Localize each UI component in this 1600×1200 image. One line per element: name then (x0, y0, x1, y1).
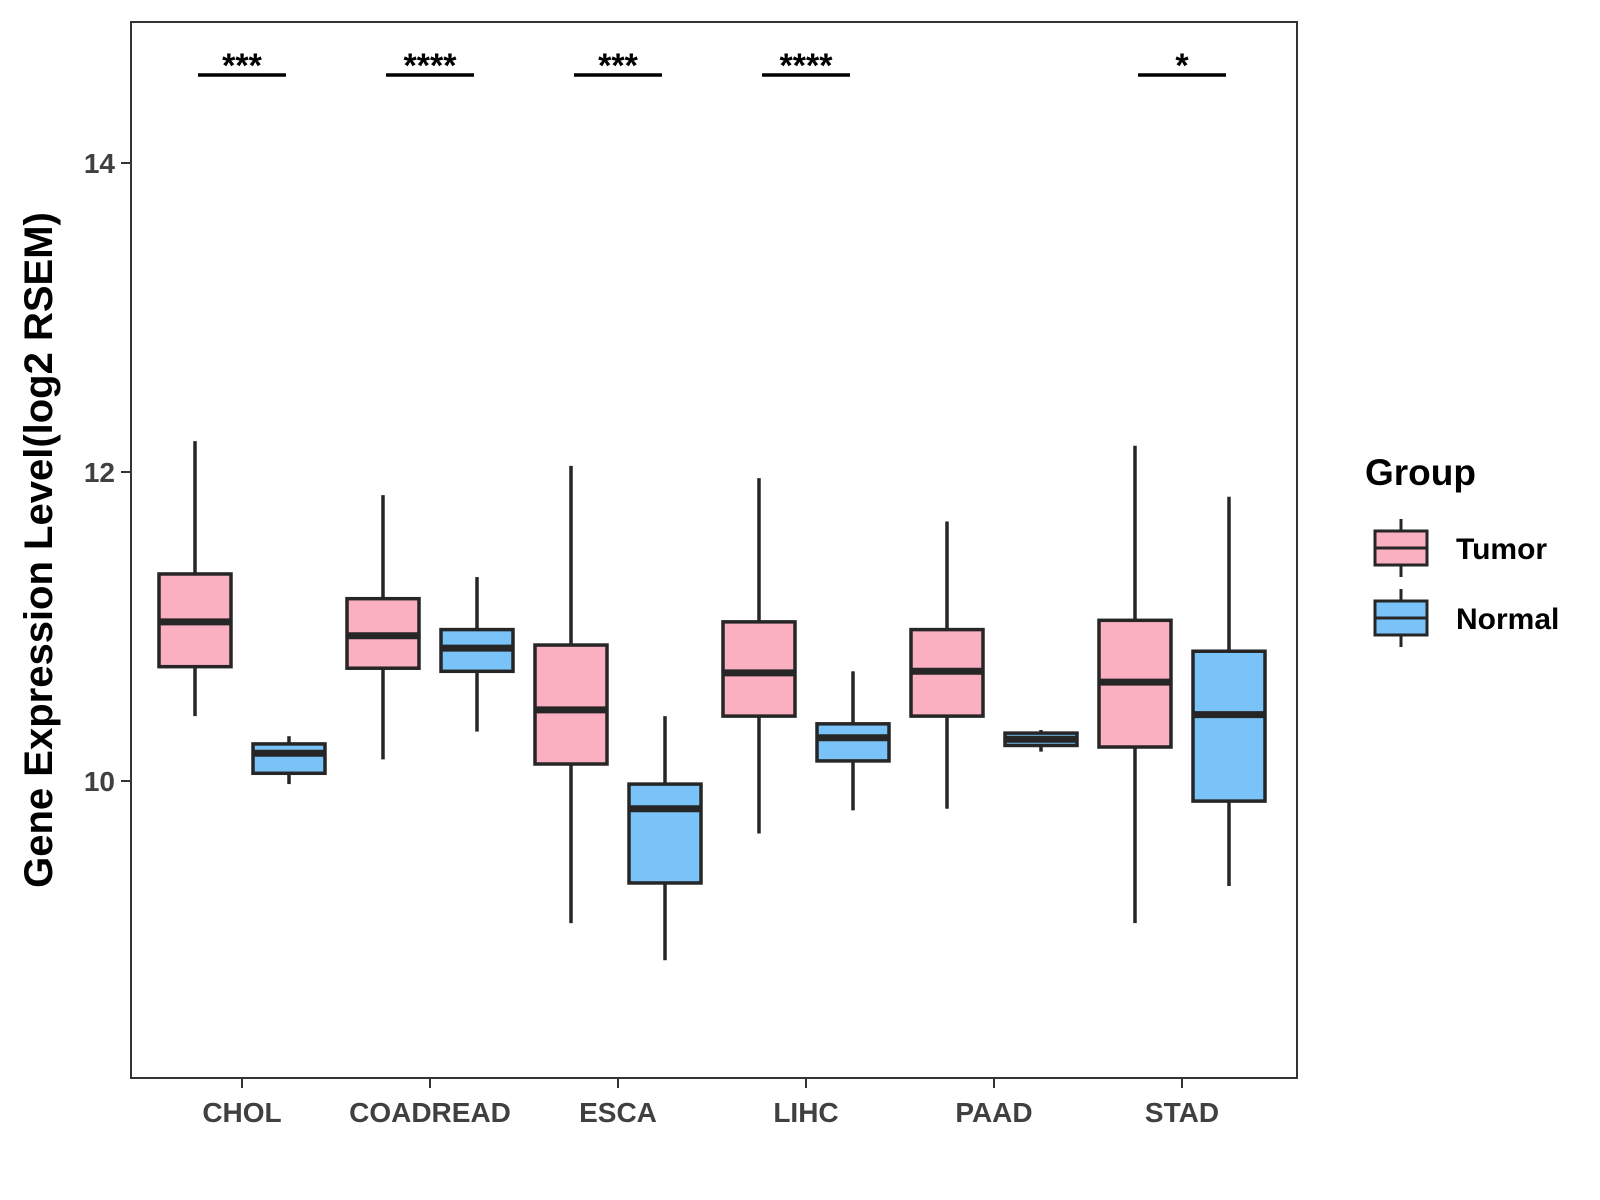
box-normal-paad (1003, 730, 1079, 752)
legend-item-tumor: Tumor (1373, 519, 1547, 577)
box-normal-stad (1191, 496, 1267, 887)
significance-layer: *** **** *** **** * (198, 47, 1226, 85)
box-tumor-chol (157, 441, 233, 717)
legend-label: Normal (1456, 603, 1559, 636)
box-normal-lihc (815, 671, 891, 811)
box-body (815, 722, 891, 763)
box-tumor-paad (909, 521, 985, 809)
x-tick-label: STAD (1145, 1097, 1219, 1128)
y-tick-label: 14 (84, 148, 116, 179)
significance-label: **** (404, 47, 458, 85)
x-tick-label: LIHC (773, 1097, 838, 1128)
y-tick-label: 12 (84, 457, 115, 488)
box-tumor-stad (1097, 445, 1173, 924)
box-tumor-esca (533, 465, 609, 924)
box-tumor-lihc (721, 478, 797, 834)
boxes-layer (157, 441, 1267, 961)
box-body (533, 643, 609, 766)
legend-item-normal: Normal (1373, 589, 1559, 647)
box-body (721, 620, 797, 718)
box-body (1191, 649, 1267, 803)
x-tick-label: COADREAD (349, 1097, 511, 1128)
significance-label: *** (598, 47, 638, 85)
box-normal-chol (251, 736, 327, 785)
box-normal-esca (627, 716, 703, 961)
box-tumor-coadread (345, 495, 421, 760)
x-tick-label: CHOL (202, 1097, 281, 1128)
box-normal-coadread (439, 577, 515, 732)
significance-label: * (1175, 47, 1189, 85)
legend-title: Group (1365, 452, 1476, 493)
box-body (627, 782, 703, 885)
panel-border (130, 21, 1298, 1079)
x-tick-label: ESCA (579, 1097, 657, 1128)
x-axis: CHOL COADREAD ESCA LIHC PAAD STAD (202, 1078, 1219, 1128)
significance-label: **** (780, 47, 834, 85)
y-tick-label: 10 (84, 766, 115, 797)
y-axis: 10 12 14 (84, 148, 131, 797)
significance-label: *** (222, 47, 262, 85)
x-tick-label: PAAD (955, 1097, 1032, 1128)
box-body (251, 742, 327, 776)
y-axis-title: Gene Expression Level(log2 RSEM) (17, 212, 61, 888)
legend-label: Tumor (1456, 533, 1547, 566)
legend: Group Tumor Normal (1365, 452, 1559, 647)
